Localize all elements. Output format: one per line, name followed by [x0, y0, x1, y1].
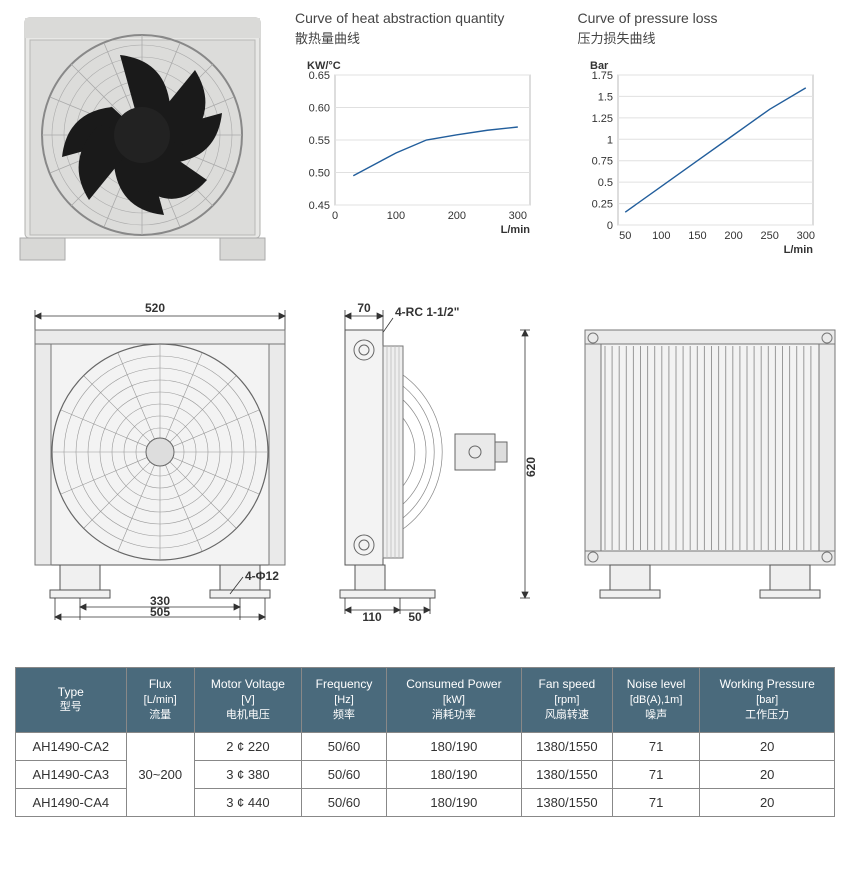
svg-text:0.60: 0.60 [309, 103, 330, 115]
dim-110: 110 [362, 610, 382, 622]
svg-text:0.50: 0.50 [309, 168, 330, 180]
spec-table: Type型号Flux[L/min]流量Motor Voltage[V]电机电压F… [15, 667, 835, 817]
svg-text:200: 200 [724, 230, 742, 242]
svg-text:1: 1 [606, 134, 612, 146]
dim-70: 70 [357, 302, 371, 315]
heat-chart: Curve of heat abstraction quantity 散热量曲线… [295, 10, 553, 272]
chart2-title-cn: 压力损失曲线 [578, 28, 836, 47]
dim-50: 50 [408, 610, 422, 622]
drawing-side: 70 4-RC 1-1/2" [325, 302, 555, 627]
svg-text:300: 300 [796, 230, 814, 242]
svg-text:0.75: 0.75 [591, 156, 612, 168]
svg-text:1.25: 1.25 [591, 113, 612, 125]
th-7: Working Pressure[bar]工作压力 [700, 668, 835, 733]
dim-620: 620 [524, 457, 538, 477]
svg-text:0.45: 0.45 [309, 200, 330, 212]
dim-port: 4-RC 1-1/2" [395, 305, 459, 319]
svg-text:150: 150 [688, 230, 706, 242]
svg-text:300: 300 [509, 210, 527, 222]
svg-text:100: 100 [652, 230, 670, 242]
product-photo [15, 10, 270, 265]
dim-520: 520 [145, 302, 165, 315]
th-1: Flux[L/min]流量 [126, 668, 194, 733]
svg-text:0.25: 0.25 [591, 199, 612, 211]
svg-text:0: 0 [606, 220, 612, 232]
chart2-title-en: Curve of pressure loss [578, 10, 836, 26]
drawing-rear [575, 302, 845, 627]
th-4: Consumed Power[kW]消耗功率 [386, 668, 521, 733]
svg-text:L/min: L/min [783, 244, 813, 256]
chart1-title-cn: 散热量曲线 [295, 28, 553, 47]
dim-hole: 4-Φ12 [245, 569, 279, 583]
chart2-svg: Bar00.250.50.7511.251.51.755010015020025… [578, 57, 828, 267]
svg-text:0.5: 0.5 [597, 177, 612, 189]
th-3: Frequency[Hz]频率 [302, 668, 387, 733]
svg-text:200: 200 [448, 210, 466, 222]
th-0: Type型号 [16, 668, 127, 733]
dim-505: 505 [150, 605, 170, 619]
svg-text:L/min: L/min [501, 224, 531, 236]
chart1-title-en: Curve of heat abstraction quantity [295, 10, 553, 26]
table-row: AH1490-CA230~2002 ¢ 22050/60180/1901380/… [16, 732, 835, 760]
chart1-svg: KW/°C0.450.500.550.600.650100200300L/min [295, 57, 545, 247]
svg-text:0.55: 0.55 [309, 135, 330, 147]
svg-text:1.75: 1.75 [591, 70, 612, 82]
svg-text:0: 0 [332, 210, 338, 222]
svg-text:100: 100 [387, 210, 405, 222]
svg-text:1.5: 1.5 [597, 91, 612, 103]
th-2: Motor Voltage[V]电机电压 [194, 668, 301, 733]
svg-text:0.65: 0.65 [309, 70, 330, 82]
drawing-front: 520 [15, 302, 305, 627]
th-6: Noise level[dB(A),1m]噪声 [612, 668, 699, 733]
th-5: Fan speed[rpm]风扇转速 [521, 668, 612, 733]
svg-text:250: 250 [760, 230, 778, 242]
svg-text:50: 50 [619, 230, 631, 242]
pressure-chart: Curve of pressure loss 压力损失曲线 Bar00.250.… [578, 10, 836, 272]
